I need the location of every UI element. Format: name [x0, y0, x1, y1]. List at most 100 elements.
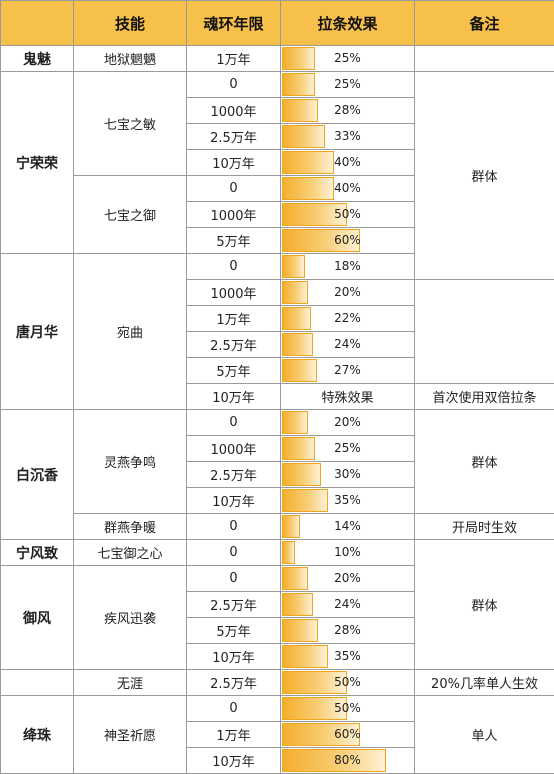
character-name: 宁荣荣	[0, 71, 74, 254]
effect-value: 35%	[334, 493, 361, 507]
effect-value: 25%	[334, 51, 361, 65]
effect-cell: 30%	[280, 461, 415, 488]
effect-cell: 33%	[280, 123, 415, 150]
effect-bar	[282, 645, 328, 668]
effect-bar	[282, 281, 308, 304]
effect-value: 27%	[334, 363, 361, 377]
effect-value: 24%	[334, 337, 361, 351]
effect-bar	[282, 125, 325, 148]
effect-cell: 20%	[280, 279, 415, 306]
effect-value: 30%	[334, 467, 361, 481]
effect-bar	[282, 47, 315, 70]
effect-cell: 35%	[280, 643, 415, 670]
table-row: 5万年 60%	[1, 227, 554, 254]
ring-year: 1000年	[186, 435, 281, 462]
effect-bar	[282, 359, 317, 382]
effect-value: 20%	[334, 571, 361, 585]
ring-year: 10万年	[186, 149, 281, 176]
effect-bar	[282, 723, 360, 746]
table-row: 1万年 60%	[1, 721, 554, 748]
effect-bar	[282, 541, 295, 564]
skill-name: 七宝御之心	[73, 539, 187, 566]
effect-value: 18%	[334, 259, 361, 273]
character-name: 白沉香	[0, 409, 74, 540]
effect-text: 特殊效果	[321, 391, 374, 406]
effect-value: 60%	[334, 233, 361, 247]
table-row: 5万年 27%	[1, 357, 554, 384]
effect-bar	[282, 73, 315, 96]
ring-year: 10万年	[186, 643, 281, 670]
effect-cell: 50%	[280, 201, 415, 228]
table-row: 唐月华 宛曲 0 18%	[0, 253, 554, 410]
effect-cell: 10%	[280, 539, 415, 566]
header-row: 技能 魂环年限 拉条效果 备注	[0, 0, 554, 46]
ring-year: 0	[186, 253, 281, 280]
effect-value: 60%	[334, 727, 361, 741]
character-name: 绛珠	[0, 695, 74, 774]
effect-cell: 20%	[280, 565, 415, 592]
table-row: 绛珠 神圣祈愿 0 50% 单人	[0, 695, 554, 774]
ring-year: 5万年	[186, 227, 281, 254]
ring-year: 0	[186, 539, 281, 566]
effect-value: 10%	[334, 545, 361, 559]
ring-year: 10万年	[186, 487, 281, 514]
character-name	[0, 669, 74, 696]
table-row: 宁风致 七宝御之心 0 10% 群体	[0, 539, 554, 670]
skill-name: 宛曲	[73, 253, 187, 410]
ring-year: 0	[186, 565, 281, 592]
effect-value: 35%	[334, 649, 361, 663]
note-cell: 开局时生效	[414, 513, 554, 540]
effect-cell: 18%	[280, 253, 415, 280]
effect-cell: 14%	[280, 513, 415, 540]
effect-cell: 80%	[280, 747, 415, 774]
effect-cell: 40%	[280, 175, 415, 202]
table-row: 5万年 28%	[1, 617, 554, 644]
effect-bar	[282, 255, 305, 278]
table-row: 2.5万年 30%	[1, 461, 554, 488]
ring-year: 2.5万年	[186, 461, 281, 488]
table-row: 1000年 28%	[1, 97, 554, 124]
effect-cell: 28%	[280, 97, 415, 124]
effect-bar	[282, 567, 308, 590]
note-cell: 群体	[414, 409, 554, 514]
effect-value: 25%	[334, 441, 361, 455]
effect-cell: 60%	[280, 227, 415, 254]
effect-cell: 24%	[280, 331, 415, 358]
ring-year: 2.5万年	[186, 123, 281, 150]
effect-value: 20%	[334, 415, 361, 429]
header-skill: 技能	[73, 0, 187, 46]
effect-cell: 50%	[280, 669, 415, 696]
effect-bar	[282, 333, 313, 356]
ring-year: 2.5万年	[186, 331, 281, 358]
effect-cell: 22%	[280, 305, 415, 332]
effect-cell: 25%	[280, 71, 415, 98]
effect-bar	[282, 671, 347, 694]
table-row: 1000年 50%	[1, 201, 554, 228]
effect-bar	[282, 515, 300, 538]
header-note: 备注	[414, 0, 554, 46]
table-row: 七宝之御 0 40%	[1, 175, 554, 254]
effect-cell: 27%	[280, 357, 415, 384]
effect-cell: 50%	[280, 695, 415, 722]
ring-year: 10万年	[186, 383, 281, 410]
effect-bar	[282, 463, 321, 486]
effect-bar	[282, 619, 318, 642]
effect-value: 28%	[334, 623, 361, 637]
table-row: 无涯 2.5万年 50% 20%几率单人生效	[0, 669, 554, 696]
table-row: 10万年 35%	[1, 643, 554, 670]
table-row: 白沉香 灵燕争鸣 0 20% 群体	[0, 409, 554, 540]
character-name: 鬼魅	[0, 45, 74, 72]
note-cell: 20%几率单人生效	[414, 669, 554, 696]
effect-value: 20%	[334, 285, 361, 299]
ring-year: 5万年	[186, 617, 281, 644]
table-row: 御风 疾风迅袭 0 20%	[0, 565, 554, 670]
header-character	[0, 0, 74, 46]
effect-value: 80%	[334, 753, 361, 767]
effect-bar	[282, 177, 334, 200]
ring-year: 1000年	[186, 97, 281, 124]
character-name: 唐月华	[0, 253, 74, 410]
effect-bar	[282, 151, 334, 174]
table-row: 10万年 35%	[1, 487, 554, 514]
note-cell: 首次使用双倍拉条	[414, 383, 554, 410]
header-ring-year: 魂环年限	[186, 0, 281, 46]
